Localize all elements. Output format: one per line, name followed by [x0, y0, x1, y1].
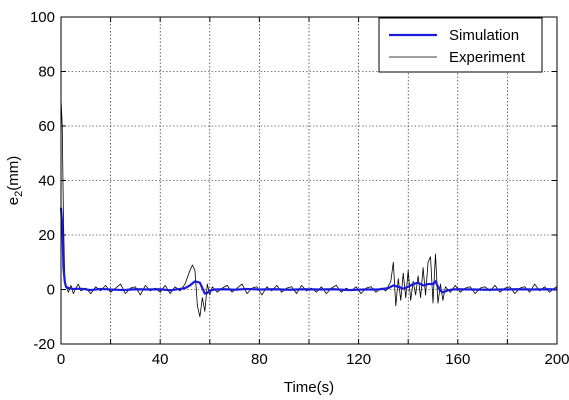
x-tick-label: 0 [57, 351, 65, 368]
y-axis-label: e2(mm) [5, 156, 25, 205]
x-tick-label: 200 [544, 351, 569, 368]
legend: Simulation Experiment [378, 17, 543, 73]
y-axis-label-subscript: 2 [13, 191, 25, 197]
y-tick-label: -20 [33, 336, 55, 353]
x-tick-label: 40 [152, 351, 169, 368]
y-tick-label: 20 [38, 227, 55, 244]
y-tick-label: 100 [30, 9, 55, 26]
x-tick-label: 80 [251, 351, 268, 368]
series-line-simulation [59, 207, 558, 295]
y-tick-label: 0 [47, 282, 55, 299]
legend-label-simulation: Simulation [449, 27, 519, 44]
y-axis-label-unit: (mm) [5, 156, 22, 191]
x-axis-label: Time(s) [284, 379, 334, 396]
x-tick-label: 160 [445, 351, 470, 368]
y-tick-label: 60 [38, 118, 55, 135]
legend-box [378, 17, 543, 73]
plot-frame [60, 16, 558, 345]
y-axis-label-main: e [5, 197, 22, 205]
series-lines [59, 98, 558, 318]
x-tick-label: 120 [346, 351, 371, 368]
legend-label-experiment: Experiment [449, 49, 526, 66]
y-tick-label: 40 [38, 173, 55, 190]
y-tick-label: 80 [38, 64, 55, 81]
